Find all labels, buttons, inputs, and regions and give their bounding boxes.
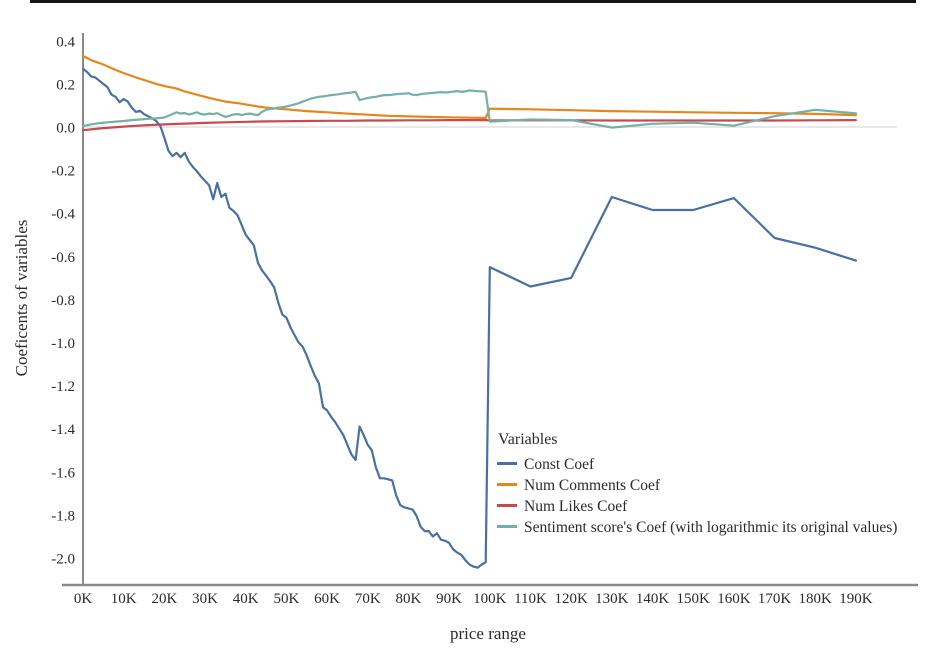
y-tick-label: 0.4	[56, 34, 75, 50]
x-tick-label: 10K	[111, 591, 137, 607]
y-tick-label: 0.0	[56, 121, 75, 137]
y-tick-label: -2.0	[51, 552, 75, 568]
y-tick-label: -0.2	[51, 164, 75, 180]
y-tick-label: -1.0	[51, 336, 75, 352]
y-axis-label: Coeficents of variables	[12, 220, 31, 377]
x-tick-label: 20K	[151, 591, 177, 607]
x-tick-label: 0K	[74, 591, 93, 607]
y-tick-label: -1.2	[51, 379, 75, 395]
x-tick-label: 90K	[436, 591, 462, 607]
legend-label-num-likes-coef: Num Likes Coef	[524, 498, 628, 515]
x-tick-label: 180K	[799, 591, 833, 607]
x-tick-label: 30K	[192, 591, 218, 607]
y-tick-label: -1.8	[51, 508, 75, 524]
x-tick-label: 40K	[233, 591, 259, 607]
x-tick-label: 110K	[514, 591, 547, 607]
x-tick-label: 80K	[395, 591, 421, 607]
x-tick-label: 70K	[355, 591, 381, 607]
legend-label-num-comments-coef: Num Comments Coef	[524, 477, 661, 494]
legend-label-const-coef: Const Coef	[524, 456, 595, 473]
series-line-sentiment-score-s-coef-with-logarithmic-	[81, 89, 858, 129]
x-tick-label: 60K	[314, 591, 340, 607]
y-tick-label: -1.4	[51, 422, 75, 438]
x-tick-label: 120K	[555, 591, 589, 607]
y-tick-label: -0.6	[51, 250, 75, 266]
top-border-rule	[30, 0, 916, 3]
x-tick-label: 190K	[839, 591, 873, 607]
x-tick-label: 160K	[717, 591, 751, 607]
y-tick-label: -0.8	[51, 293, 75, 309]
legend-label-sentiment-score-s-coef-with-logarithmic-: Sentiment score's Coef (with logarithmic…	[524, 519, 897, 536]
x-tick-label: 100K	[473, 591, 507, 607]
x-tick-label: 140K	[636, 591, 670, 607]
y-tick-label: -1.6	[51, 465, 75, 481]
series-line-num-likes-coef	[81, 118, 858, 132]
x-tick-label: 150K	[677, 591, 711, 607]
x-tick-label: 170K	[758, 591, 792, 607]
x-tick-label: 130K	[595, 591, 629, 607]
y-tick-label: -0.4	[51, 207, 75, 223]
x-tick-label: 50K	[273, 591, 299, 607]
legend-title: Variables	[498, 431, 558, 448]
y-tick-label: 0.2	[56, 77, 75, 93]
series-line-num-comments-coef	[81, 54, 858, 120]
x-axis-label: price range	[450, 624, 526, 643]
series-line-const-coef	[81, 67, 858, 569]
